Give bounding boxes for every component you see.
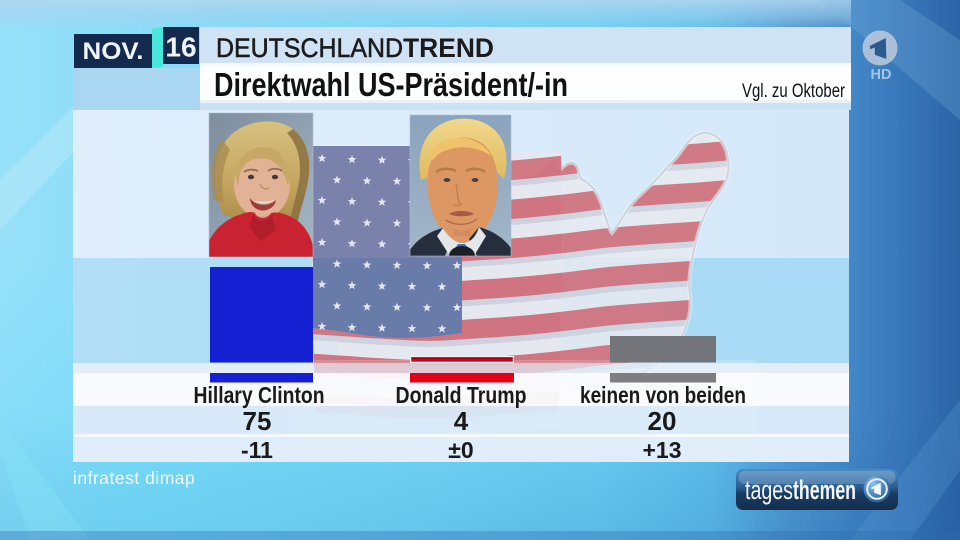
svg-text:Direktwahl US-Präsident/-in: Direktwahl US-Präsident/-in [214, 66, 568, 103]
svg-text:4: 4 [454, 406, 469, 436]
svg-text:DEUTSCHLAND: DEUTSCHLAND [216, 33, 403, 63]
svg-text:keinen von beiden: keinen von beiden [580, 382, 746, 408]
svg-text:themen: themen [793, 475, 856, 505]
svg-text:TREND: TREND [403, 33, 494, 63]
svg-text:Vgl. zu Oktober: Vgl. zu Oktober [742, 81, 846, 102]
svg-text:NOV.: NOV. [83, 38, 144, 65]
svg-text:tages: tages [745, 475, 793, 505]
svg-text:infratest dimap: infratest dimap [73, 468, 195, 488]
svg-text:Hillary Clinton: Hillary Clinton [194, 382, 325, 408]
svg-text:±0: ±0 [448, 437, 473, 463]
svg-text:HD: HD [871, 67, 892, 83]
svg-text:20: 20 [648, 406, 677, 436]
svg-text:Donald Trump: Donald Trump [396, 382, 527, 408]
svg-text:+13: +13 [642, 437, 681, 463]
svg-text:16: 16 [165, 32, 196, 63]
svg-text:-11: -11 [241, 437, 273, 463]
svg-text:75: 75 [243, 406, 272, 436]
